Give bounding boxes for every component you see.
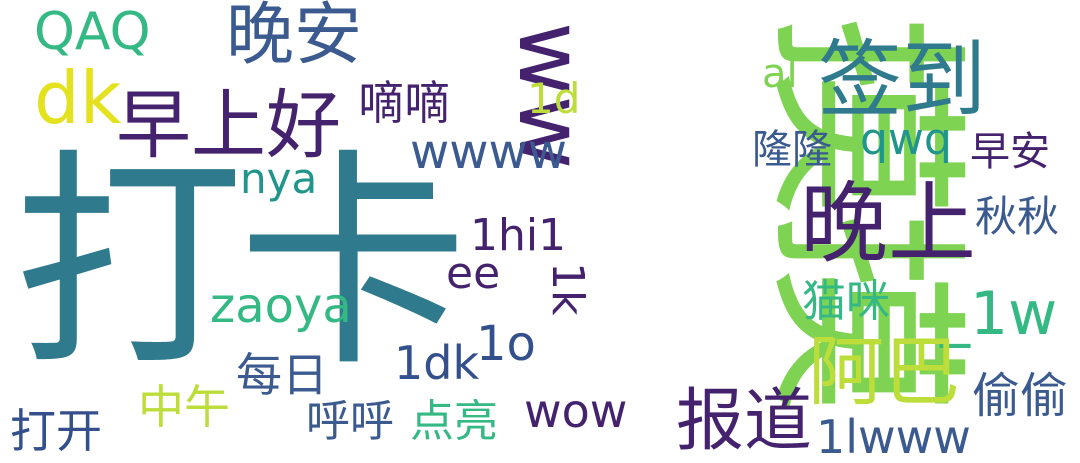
word-34: 点亮 (410, 396, 498, 447)
word-30: 报道 (676, 382, 813, 461)
word-15-qwq: qwq (860, 114, 952, 165)
word-25-1o: 1o (476, 316, 536, 372)
word-10-1d: 1d (527, 74, 581, 123)
word-23: 猫咪 (802, 276, 890, 327)
word-18: 秋秋 (975, 192, 1060, 241)
word-29: 中午 (138, 380, 230, 434)
word-20-ee: ee (446, 248, 501, 299)
word-14: 隆隆 (752, 127, 832, 173)
word-11-al: al (762, 51, 798, 97)
word-8-dk: dk (34, 56, 122, 140)
word-1: 打卡 (14, 131, 468, 398)
word-31: 偷偷 (972, 368, 1069, 424)
word-27: 阿巴 (808, 327, 960, 416)
word-21-1k: 1k (542, 262, 593, 316)
word-33: 呼呼 (306, 396, 394, 447)
word-3: 晚安 (226, 0, 363, 75)
word-4: 签到 (818, 31, 987, 129)
word-19-1hi1: 1hi1 (470, 210, 567, 261)
word-13-wwww: wwww (410, 124, 568, 180)
word-28: 每日 (236, 348, 328, 402)
word-17-nya: nya (240, 154, 318, 203)
word-24-1w: _1w (940, 279, 1058, 349)
word-32: 打开 (10, 404, 102, 458)
word-22-zaoya: zaoya (210, 278, 352, 334)
word-5: 早上好 (116, 81, 342, 169)
word-16: 早安 (970, 129, 1050, 175)
word-36-1lwww: 1lwww (816, 410, 971, 463)
word-26-1dk: 1dk (394, 336, 480, 390)
word-6: 晚上 (800, 172, 977, 275)
word-7-qaq: QAQ (34, 2, 151, 62)
word-35-wow: wow (524, 384, 628, 438)
word-12: 嘀嘀 (358, 76, 450, 130)
